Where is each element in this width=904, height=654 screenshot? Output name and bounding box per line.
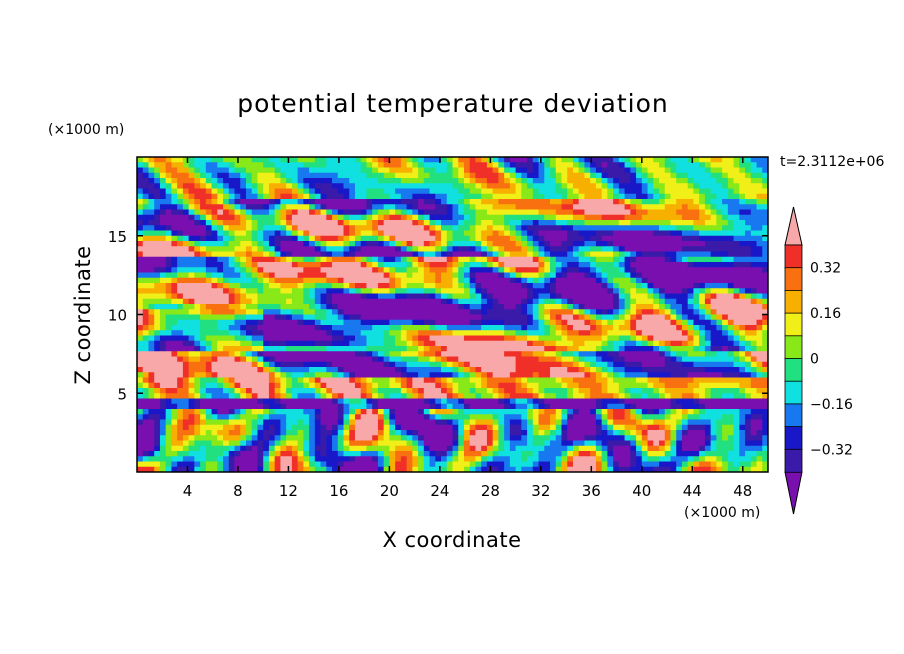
colorbar-segment <box>784 403 803 428</box>
x-tick-label: 28 <box>481 482 500 500</box>
y-axis-label: Z coordinate <box>71 245 95 384</box>
x-axis-label: X coordinate <box>382 528 521 552</box>
colorbar-tick-label: 0 <box>810 352 819 368</box>
x-tick-label: 32 <box>531 482 550 500</box>
contour-field <box>137 157 768 472</box>
colorbar-extend-top <box>784 206 803 246</box>
x-tick-group: 4 8 12 16 20 24 28 32 36 40 44 48 <box>183 157 752 500</box>
colorbar-segment <box>784 267 803 292</box>
x-axis-unit: (×1000 m) <box>684 505 760 521</box>
time-label: t=2.3112e+06 <box>780 154 884 170</box>
colorbar: 0.32 0.16 0 −0.16 −0.32 <box>784 206 853 515</box>
colorbar-tick-label: 0.16 <box>810 306 841 322</box>
colorbar-segment <box>784 289 803 314</box>
colorbar-tick-label: 0.32 <box>810 261 841 277</box>
colorbar-extend-bottom <box>784 471 803 515</box>
colorbar-segment <box>784 312 803 337</box>
colorbar-segment <box>784 244 803 269</box>
x-tick-label: 12 <box>279 482 298 500</box>
x-tick-label: 24 <box>430 482 449 500</box>
chart-title: potential temperature deviation <box>237 89 668 118</box>
y-tick-label: 15 <box>108 228 127 246</box>
x-tick-label: 40 <box>632 482 651 500</box>
colorbar-segment <box>784 380 803 405</box>
colorbar-tick-label: −0.16 <box>810 397 853 413</box>
x-tick-label: 8 <box>233 482 243 500</box>
colorbar-tick-label: −0.32 <box>810 442 853 458</box>
colorbar-segment <box>784 335 803 360</box>
y-axis-unit: (×1000 m) <box>48 122 124 138</box>
colorbar-segment <box>784 448 803 473</box>
x-tick-label: 36 <box>582 482 601 500</box>
y-tick-label: 10 <box>108 307 127 325</box>
x-tick-label: 44 <box>683 482 702 500</box>
x-tick-label: 20 <box>380 482 399 500</box>
colorbar-segment <box>784 426 803 451</box>
x-tick-label: 48 <box>733 482 752 500</box>
y-tick-label: 5 <box>117 385 127 403</box>
colorbar-segment <box>784 358 803 382</box>
y-tick-group: 5 10 15 <box>108 228 768 403</box>
x-tick-label: 4 <box>183 482 193 500</box>
x-tick-label: 16 <box>329 482 348 500</box>
